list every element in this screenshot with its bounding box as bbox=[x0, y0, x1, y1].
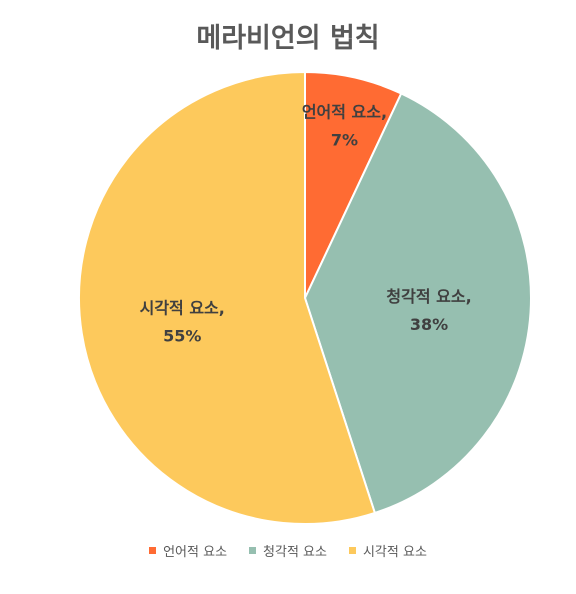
slice-label-vocal: 청각적 요소, 38% bbox=[386, 287, 471, 334]
legend-item-vocal: 청각적 요소 bbox=[249, 541, 327, 560]
chart-title: 메라비언의 법칙 bbox=[196, 23, 380, 54]
slice-label-verbal: 언어적 요소, 7% bbox=[302, 103, 387, 150]
pie-slice-vocal bbox=[303, 92, 532, 515]
legend-label-visual: 시각적 요소 bbox=[362, 545, 427, 560]
legend-label-vocal: 청각적 요소 bbox=[263, 545, 327, 560]
legend-swatch-visual bbox=[348, 547, 356, 554]
slice-label-visual: 시각적 요소, 55% bbox=[140, 298, 225, 345]
chart-legend: 언어적 요소 청각적 요소 시각적 요소 bbox=[0, 541, 576, 560]
legend-swatch-verbal bbox=[149, 547, 157, 554]
legend-item-visual: 시각적 요소 bbox=[348, 541, 427, 560]
pie-slice-visual bbox=[78, 70, 377, 525]
legend-swatch-vocal bbox=[249, 547, 257, 554]
legend-label-verbal: 언어적 요소 bbox=[163, 545, 228, 560]
legend-item-verbal: 언어적 요소 bbox=[149, 541, 227, 560]
